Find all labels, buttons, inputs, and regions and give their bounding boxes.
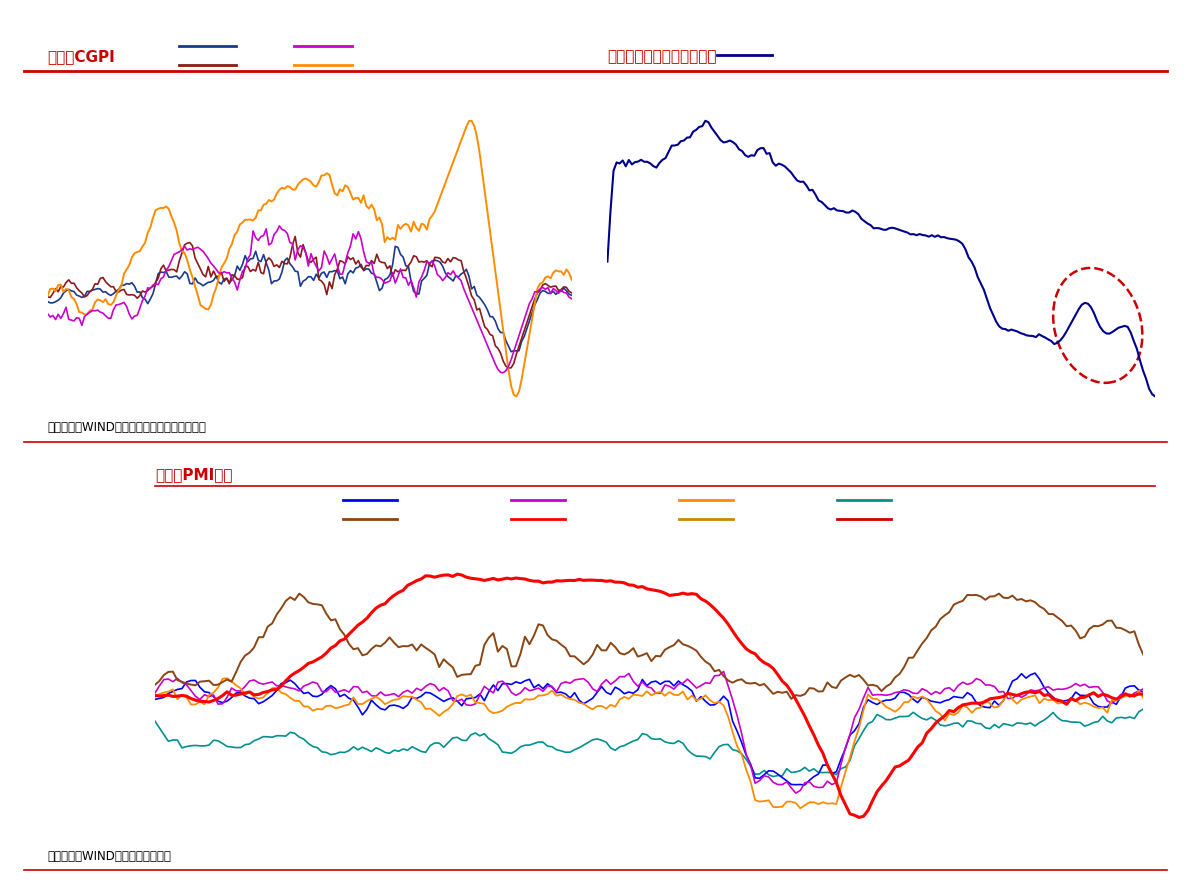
Text: 图５：PMI指数: 图５：PMI指数 (155, 467, 232, 482)
Text: 资料来源：WIND，东方证券研究所: 资料来源：WIND，东方证券研究所 (48, 850, 172, 863)
Text: 资料来源：WIND，中国央行，东方证券研究所: 资料来源：WIND，中国央行，东方证券研究所 (48, 421, 206, 434)
Text: 图３：CGPI: 图３：CGPI (48, 50, 116, 64)
Text: 图４：居民物价满意度指数: 图４：居民物价满意度指数 (607, 50, 717, 64)
